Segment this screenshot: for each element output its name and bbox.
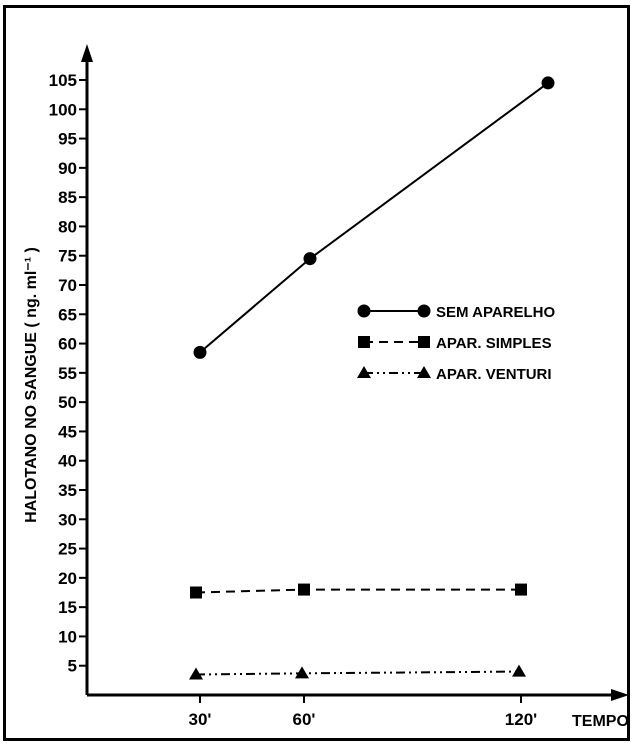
data-point <box>190 586 202 599</box>
y-tick-label: 25 <box>58 540 77 559</box>
y-tick-label: 35 <box>58 481 77 500</box>
legend-item: SEM APARELHO <box>357 304 556 321</box>
y-axis-ticks: 5 10 15 20 25 30 35 40 45 50 55 60 65 70 75 80 85 90 95 100… <box>49 71 87 676</box>
data-point <box>515 583 527 596</box>
data-point <box>193 345 207 359</box>
series-square <box>190 583 527 599</box>
y-tick-label: 15 <box>58 598 77 617</box>
legend-marker <box>357 366 371 378</box>
y-tick-label: 5 <box>68 657 77 676</box>
y-tick-label: 45 <box>58 422 77 441</box>
series-line <box>195 670 520 676</box>
figure-frame <box>3 5 630 741</box>
data-point <box>298 583 310 596</box>
legend-marker <box>358 336 370 348</box>
legend-label: APAR. SIMPLES <box>436 335 552 352</box>
data-point <box>189 667 203 680</box>
y-tick-label: 105 <box>49 71 77 90</box>
y-tick-label: 70 <box>58 276 77 295</box>
x-axis-title: TEMPO <box>572 713 629 730</box>
y-tick-label: 10 <box>58 627 77 646</box>
x-axis-ticks: 30' 60' 120' <box>189 695 537 729</box>
y-tick-label: 100 <box>49 100 77 119</box>
y-tick-label: 55 <box>58 364 77 383</box>
y-tick-label: 95 <box>58 130 77 149</box>
y-tick-label: 80 <box>58 217 77 236</box>
y-tick-label: 75 <box>58 247 77 266</box>
series-group <box>189 76 555 680</box>
x-axis-arrow <box>611 689 629 701</box>
legend-marker <box>417 366 431 378</box>
series-circle <box>193 76 555 359</box>
series-line <box>195 588 521 594</box>
y-tick-label: 30 <box>58 510 77 529</box>
data-point <box>512 664 526 677</box>
axes <box>81 44 629 701</box>
x-tick-label: 120' <box>505 710 537 729</box>
x-tick-label: 30' <box>189 710 212 729</box>
series-triangle <box>189 664 526 680</box>
data-point <box>541 76 555 90</box>
legend-marker <box>418 336 430 348</box>
y-tick-label: 40 <box>58 452 77 471</box>
y-tick-label: 60 <box>58 335 77 354</box>
legend-marker <box>357 304 371 318</box>
legend-marker <box>417 304 431 318</box>
y-tick-label: 85 <box>58 188 77 207</box>
y-axis-title: HALOTANO NO SANGUE ( ng. ml⁻¹ ) <box>23 247 40 523</box>
y-tick-label: 50 <box>58 393 77 412</box>
legend-item: APAR. SIMPLES <box>358 335 552 352</box>
legend: SEM APARELHO APAR. SIMPLES APAR. VENTURI <box>357 304 556 383</box>
y-axis-arrow <box>81 44 93 62</box>
legend-item: APAR. VENTURI <box>357 366 552 383</box>
legend-label: APAR. VENTURI <box>436 366 552 383</box>
y-tick-label: 65 <box>58 305 77 324</box>
x-tick-label: 60' <box>293 710 316 729</box>
data-point <box>303 252 317 266</box>
y-tick-label: 20 <box>58 569 77 588</box>
data-point <box>295 666 309 679</box>
legend-label: SEM APARELHO <box>436 304 556 321</box>
y-tick-label: 90 <box>58 159 77 178</box>
